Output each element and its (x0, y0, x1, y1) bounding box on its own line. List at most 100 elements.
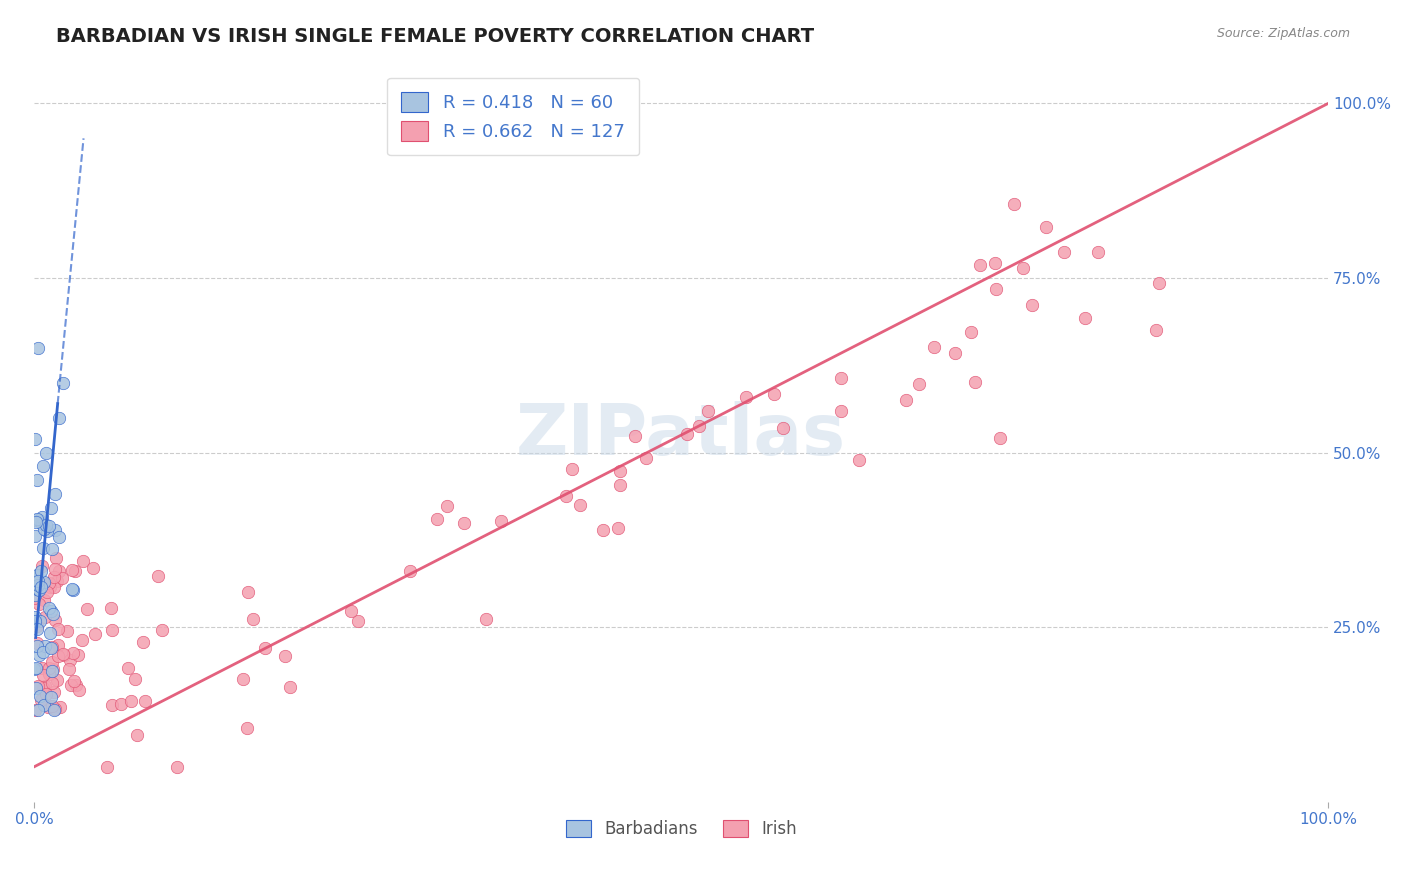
Point (60, 582, 83, 597)
Point (56, 624, 79, 638)
Point (31, 516, 53, 531)
Point (27, 703, 49, 717)
Point (124, 672, 146, 686)
Point (72, 554, 94, 568)
Point (45, 574, 67, 588)
Point (31, 559, 53, 574)
Point (35, 585, 58, 599)
Point (41, 665, 63, 679)
Point (569, 498, 592, 512)
Point (38, 580, 60, 594)
Point (38, 601, 60, 615)
Point (592, 523, 614, 537)
Point (830, 403, 852, 417)
Point (25, 681, 48, 695)
Point (32, 459, 55, 474)
Point (44, 523, 66, 537)
Point (436, 499, 458, 513)
Point (25, 576, 48, 591)
Point (120, 694, 142, 708)
Point (35, 524, 58, 538)
Point (41, 541, 63, 556)
Point (37, 700, 59, 714)
Point (32, 574, 55, 589)
Point (347, 614, 370, 628)
Point (25, 516, 48, 530)
Point (453, 516, 475, 530)
Point (39, 625, 62, 640)
Point (44, 685, 66, 699)
Point (25, 636, 48, 650)
Point (42, 703, 65, 717)
Point (238, 585, 260, 599)
Point (25, 582, 48, 596)
Point (101, 698, 124, 713)
Point (31, 660, 53, 674)
Point (39, 690, 62, 704)
Point (76, 601, 98, 615)
Point (960, 325, 983, 339)
Point (676, 427, 699, 442)
Point (48, 649, 70, 664)
Point (340, 603, 363, 617)
Point (555, 489, 578, 503)
Point (125, 728, 148, 742)
Point (25, 639, 48, 653)
Point (609, 477, 631, 491)
Point (32, 698, 55, 712)
Point (28, 512, 51, 526)
Point (963, 375, 986, 389)
Point (763, 387, 786, 401)
Point (45, 673, 67, 688)
Point (235, 722, 257, 736)
Point (24, 702, 46, 716)
Point (688, 419, 710, 434)
Point (697, 404, 720, 418)
Point (1053, 244, 1076, 259)
Point (27, 341, 49, 355)
Point (117, 661, 139, 675)
Point (609, 464, 631, 478)
Point (51, 571, 73, 585)
Point (46, 622, 69, 636)
Point (30, 693, 52, 707)
Point (1021, 298, 1043, 312)
Point (1002, 197, 1025, 211)
Point (150, 623, 173, 637)
Point (25, 622, 48, 636)
Point (28, 583, 51, 598)
Point (41, 640, 63, 654)
Point (42, 580, 65, 594)
Point (62, 583, 84, 598)
Point (24, 610, 46, 624)
Point (59, 653, 82, 667)
Point (39, 501, 62, 516)
Point (38, 666, 60, 681)
Point (84, 626, 107, 640)
Point (34, 593, 56, 607)
Point (634, 450, 657, 465)
Point (830, 371, 852, 385)
Point (166, 759, 188, 773)
Point (988, 431, 1011, 445)
Point (39, 604, 62, 618)
Point (34, 639, 56, 653)
Point (110, 697, 132, 711)
Point (62, 646, 84, 660)
Point (24, 661, 46, 675)
Point (28, 648, 51, 662)
Point (24, 529, 46, 543)
Point (426, 512, 449, 526)
Point (42, 662, 65, 676)
Point (1073, 310, 1095, 325)
Point (25, 474, 48, 488)
Point (24, 581, 46, 595)
Point (134, 694, 156, 708)
Point (25, 582, 48, 596)
Point (42, 570, 65, 584)
Point (31, 681, 53, 695)
Point (30, 565, 52, 579)
Point (34, 517, 56, 532)
Point (1087, 244, 1109, 259)
Point (65, 564, 87, 578)
